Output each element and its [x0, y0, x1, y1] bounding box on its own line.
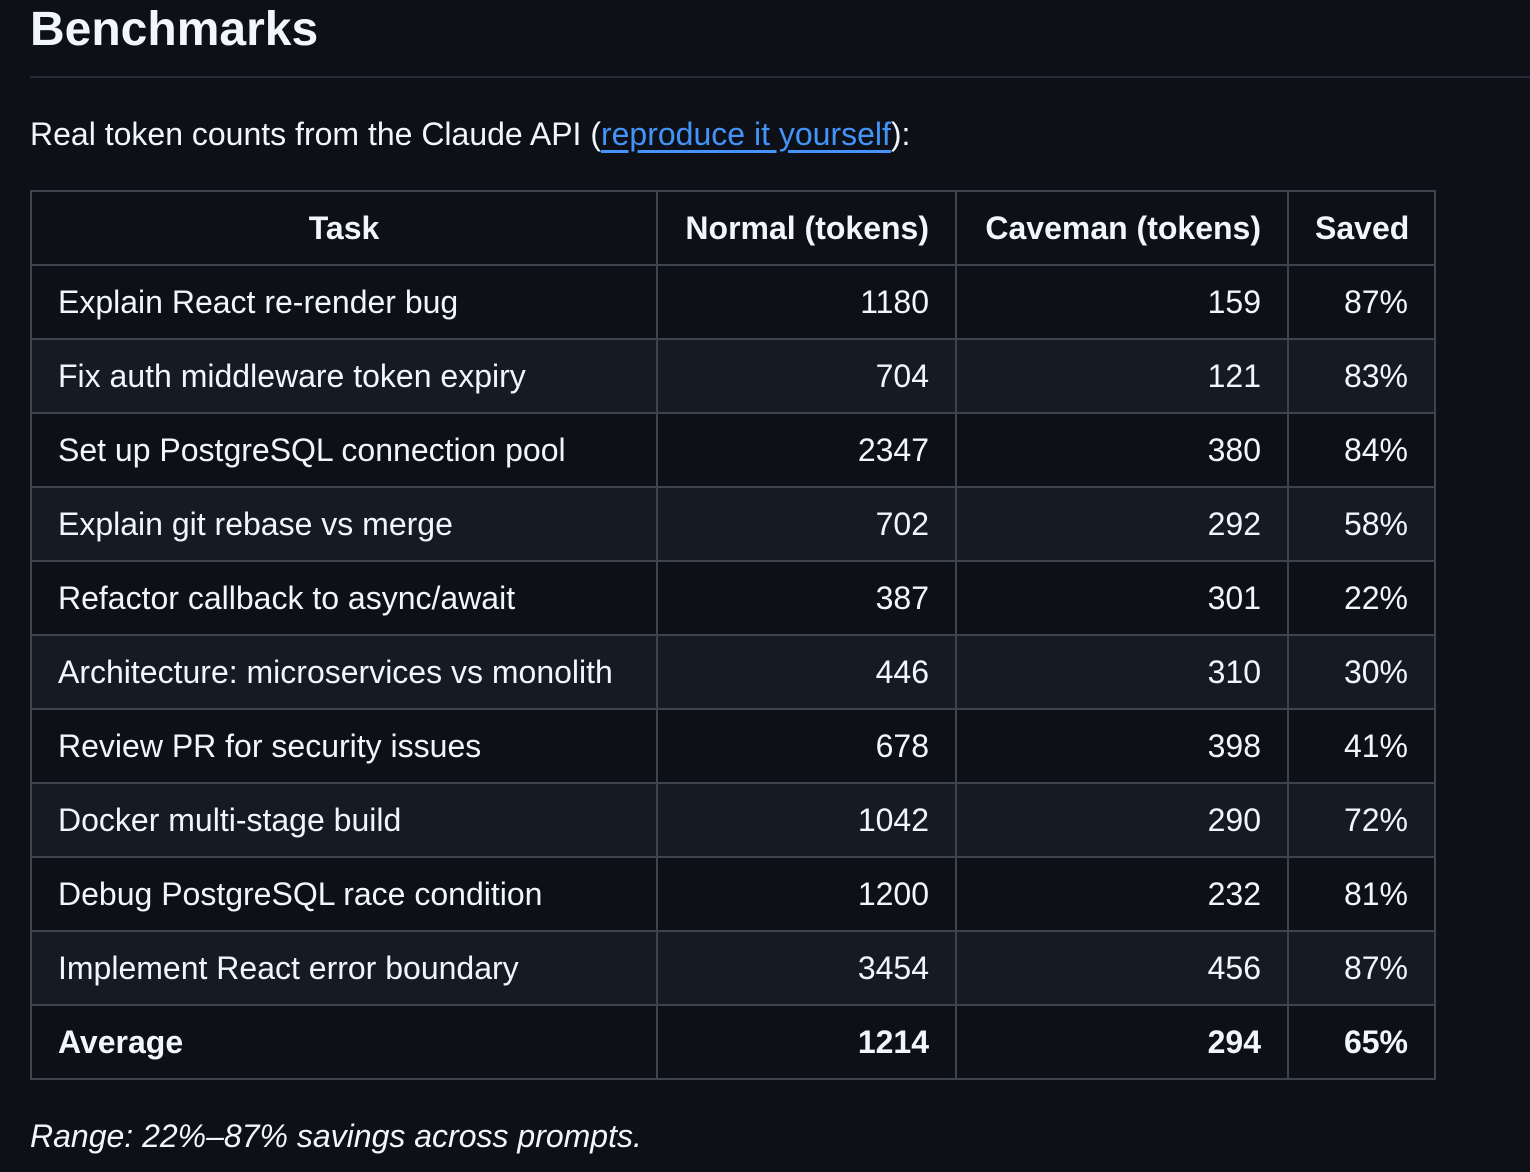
task-cell: Average	[30, 1004, 658, 1080]
table-row: Fix auth middleware token expiry 704 121 83…	[30, 338, 1436, 414]
table-row: Docker multi-stage build 1042 290 72%	[30, 782, 1436, 858]
table-header-row: Task Normal (tokens) Caveman (tokens) Sa…	[30, 190, 1436, 266]
table-row: Average 1214 294 65%	[30, 1004, 1436, 1080]
normal-cell: 1200	[656, 856, 957, 932]
task-cell: Explain git rebase vs merge	[30, 486, 658, 562]
normal-cell: 678	[656, 708, 957, 784]
caveman-cell: 290	[955, 782, 1289, 858]
normal-cell: 1180	[656, 264, 957, 340]
saved-cell: 30%	[1287, 634, 1436, 710]
task-cell: Debug PostgreSQL race condition	[30, 856, 658, 932]
header-cell-normal: Normal (tokens)	[656, 190, 957, 266]
benchmarks-table: Task Normal (tokens) Caveman (tokens) Sa…	[30, 190, 1436, 1080]
caveman-cell: 292	[955, 486, 1289, 562]
table-row: Debug PostgreSQL race condition 1200 232 81…	[30, 856, 1436, 932]
table-row: Refactor callback to async/await 387 301 22…	[30, 560, 1436, 636]
task-cell: Implement React error boundary	[30, 930, 658, 1006]
normal-cell: 3454	[656, 930, 957, 1006]
table-row: Review PR for security issues 678 398 41%	[30, 708, 1436, 784]
table-row: Explain React re-render bug 1180 159 87%	[30, 264, 1436, 340]
header-cell-saved: Saved	[1287, 190, 1436, 266]
normal-cell: 2347	[656, 412, 957, 488]
page-title: Benchmarks	[30, 0, 1530, 78]
caveman-cell: 121	[955, 338, 1289, 414]
reproduce-link[interactable]: reproduce it yourself	[600, 116, 891, 152]
normal-cell: 702	[656, 486, 957, 562]
saved-cell: 84%	[1287, 412, 1436, 488]
caveman-cell: 232	[955, 856, 1289, 932]
range-note: Range: 22%–87% savings across prompts.	[30, 1118, 642, 1154]
saved-cell: 72%	[1287, 782, 1436, 858]
task-cell: Architecture: microservices vs monolith	[30, 634, 658, 710]
task-cell: Refactor callback to async/await	[30, 560, 658, 636]
header-cell-task: Task	[30, 190, 658, 266]
intro-text: Real token counts from the Claude API (r…	[30, 110, 1530, 158]
normal-cell: 704	[656, 338, 957, 414]
caveman-cell: 310	[955, 634, 1289, 710]
saved-cell: 81%	[1287, 856, 1436, 932]
saved-cell: 87%	[1287, 930, 1436, 1006]
caveman-cell: 301	[955, 560, 1289, 636]
normal-cell: 1042	[656, 782, 957, 858]
table-row: Explain git rebase vs merge 702 292 58%	[30, 486, 1436, 562]
normal-cell: 1214	[656, 1004, 957, 1080]
saved-cell: 83%	[1287, 338, 1436, 414]
table-body: Explain React re-render bug 1180 159 87% Fix…	[30, 264, 1436, 1080]
task-cell: Docker multi-stage build	[30, 782, 658, 858]
caveman-cell: 398	[955, 708, 1289, 784]
saved-cell: 65%	[1287, 1004, 1436, 1080]
task-cell: Review PR for security issues	[30, 708, 658, 784]
caveman-cell: 380	[955, 412, 1289, 488]
header-cell-caveman: Caveman (tokens)	[955, 190, 1289, 266]
saved-cell: 22%	[1287, 560, 1436, 636]
intro-suffix: ):	[890, 116, 911, 152]
caveman-cell: 159	[955, 264, 1289, 340]
task-cell: Explain React re-render bug	[30, 264, 658, 340]
caveman-cell: 456	[955, 930, 1289, 1006]
table-row: Implement React error boundary 3454 456 87%	[30, 930, 1436, 1006]
saved-cell: 41%	[1287, 708, 1436, 784]
intro-prefix: Real token counts from the Claude API (	[30, 116, 601, 152]
saved-cell: 87%	[1287, 264, 1436, 340]
task-cell: Set up PostgreSQL connection pool	[30, 412, 658, 488]
caveman-cell: 294	[955, 1004, 1289, 1080]
normal-cell: 446	[656, 634, 957, 710]
saved-cell: 58%	[1287, 486, 1436, 562]
table-row: Set up PostgreSQL connection pool 2347 380…	[30, 412, 1436, 488]
table-row: Architecture: microservices vs monolith 4…	[30, 634, 1436, 710]
task-cell: Fix auth middleware token expiry	[30, 338, 658, 414]
normal-cell: 387	[656, 560, 957, 636]
